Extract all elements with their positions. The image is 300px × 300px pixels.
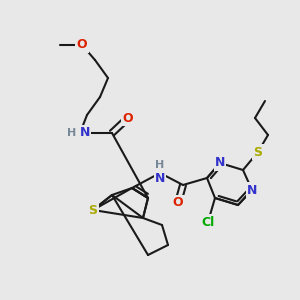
Text: O: O <box>123 112 133 124</box>
Text: N: N <box>80 127 90 140</box>
Text: S: S <box>254 146 262 158</box>
Text: O: O <box>77 38 87 52</box>
Text: N: N <box>247 184 257 196</box>
Text: N: N <box>155 172 165 184</box>
Text: Cl: Cl <box>201 215 214 229</box>
Text: H: H <box>155 160 165 170</box>
Text: S: S <box>88 203 98 217</box>
Text: N: N <box>215 157 225 169</box>
Text: O: O <box>173 196 183 209</box>
Text: H: H <box>68 128 76 138</box>
